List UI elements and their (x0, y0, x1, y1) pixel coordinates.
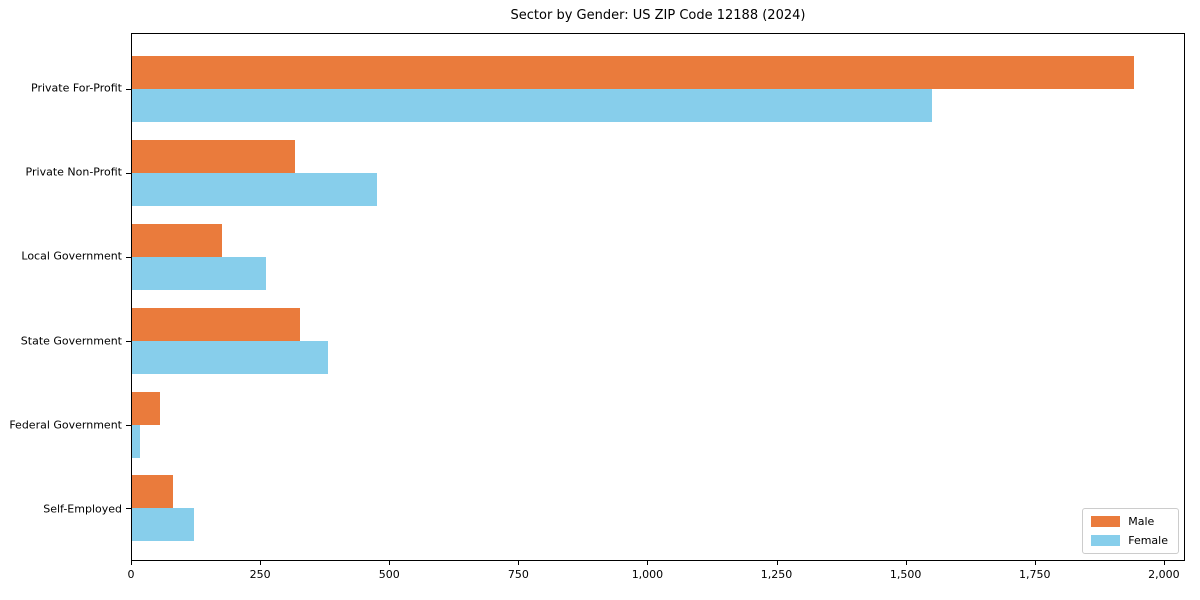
x-axis-tick (1163, 561, 1165, 565)
bar-male (132, 391, 161, 425)
bar-male (132, 475, 174, 509)
chart-title: Sector by Gender: US ZIP Code 12188 (202… (510, 8, 806, 23)
y-axis-label: Self-Employed (43, 502, 122, 516)
x-axis-tick (647, 561, 649, 565)
legend-label-male: Male (1128, 515, 1155, 528)
x-axis-tick-label: 2,000 (1148, 568, 1180, 581)
bar-male (132, 307, 300, 341)
bar-female (132, 424, 140, 458)
x-axis-tick (389, 561, 391, 565)
x-axis-tick-label: 0 (127, 568, 135, 581)
bar-group (132, 307, 1184, 374)
bar-group (132, 223, 1184, 290)
bar-female (132, 172, 378, 206)
bar-female (132, 508, 194, 542)
x-axis-tick (518, 561, 520, 565)
bar-female (132, 256, 267, 290)
bar-group (132, 139, 1184, 206)
bar-male (132, 223, 223, 257)
bar-female (132, 340, 329, 374)
bar-group (132, 55, 1184, 122)
x-axis-tick (131, 561, 132, 565)
y-axis-tick (126, 172, 132, 174)
y-axis-labels: Private For-Profit Private Non-Profit Loca… (0, 33, 122, 561)
legend-item-male: Male (1091, 515, 1168, 528)
x-axis-tick-label: 500 (378, 568, 400, 581)
x-axis-tick (1034, 561, 1036, 565)
x-axis-tick (260, 561, 262, 565)
legend-swatch-male (1091, 516, 1121, 527)
legend: Male Female (1082, 508, 1179, 554)
x-axis-tick-label: 1,500 (889, 568, 922, 581)
x-axis-tick-label: 750 (507, 568, 529, 581)
y-axis-label: Local Government (21, 249, 122, 263)
bar-group (132, 391, 1184, 458)
y-axis-label: State Government (20, 334, 122, 348)
y-axis-tick (126, 508, 132, 510)
x-axis-tick (905, 561, 907, 565)
x-axis-tick-label: 1,000 (631, 568, 664, 581)
y-axis-label: Private For-Profit (31, 81, 122, 95)
bar-female (132, 88, 933, 122)
x-axis-tick-label: 1,250 (760, 568, 793, 581)
bar-group (132, 475, 1184, 542)
y-axis-tick (126, 256, 132, 258)
legend-swatch-female (1091, 535, 1121, 546)
y-axis-tick (126, 424, 132, 426)
x-axis-ticks: 0 250 500 750 1,000 1,250 1,500 1,750 2,000 (127, 561, 1183, 595)
y-axis-label: Private Non-Profit (25, 165, 122, 179)
plot-area: Male Female (126, 33, 1185, 561)
legend-label-female: Female (1128, 534, 1168, 547)
legend-item-female: Female (1091, 534, 1168, 547)
y-axis-tick (126, 88, 132, 90)
x-axis-tick (776, 561, 778, 565)
y-axis-label: Federal Government (9, 418, 122, 432)
x-axis-tick-label: 250 (249, 568, 271, 581)
bar-male (132, 139, 295, 173)
bar-male (132, 55, 1134, 89)
x-axis-tick-label: 1,750 (1019, 568, 1051, 581)
y-axis-tick (126, 340, 132, 342)
